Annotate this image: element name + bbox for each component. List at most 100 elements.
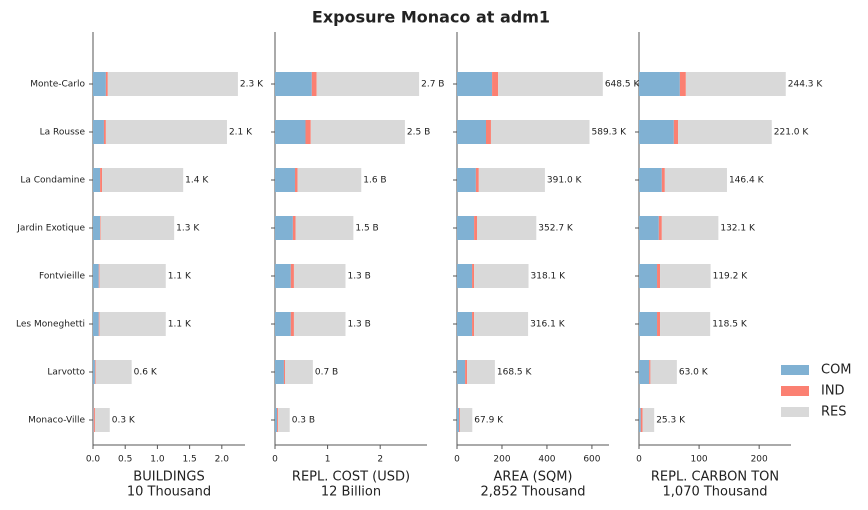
value-label: 1.5 B (355, 224, 378, 234)
bar-segment (107, 72, 238, 96)
x-tick-label: 0.0 (86, 455, 101, 465)
bar-segment (657, 312, 661, 336)
value-label: 589.3 K (592, 128, 628, 138)
value-label: 1.6 B (363, 176, 386, 186)
value-label: 0.3 B (292, 416, 315, 426)
bar-segment (639, 264, 658, 288)
value-label: 244.3 K (788, 80, 824, 90)
x-tick-label: 1.0 (150, 455, 165, 465)
bar-segment (275, 264, 291, 288)
y-tick-label: Fontvieille (39, 272, 85, 282)
bar-segment (295, 216, 354, 240)
bar-segment (93, 216, 101, 240)
value-label: 0.7 B (315, 368, 338, 378)
x-tick-label: 0.5 (118, 455, 132, 465)
bar-segment (642, 408, 655, 432)
x-axis-unit: 12 Billion (321, 485, 381, 500)
bar-segment (283, 360, 285, 384)
bar-segment (284, 360, 313, 384)
x-axis-label: AREA (SQM) (493, 470, 572, 485)
bar-segment (673, 120, 679, 144)
value-label: 1.1 K (168, 320, 192, 330)
bar-segment (275, 72, 312, 96)
bar-segment (93, 408, 94, 432)
bar-segment (678, 120, 772, 144)
bar-segment (490, 120, 590, 144)
y-tick-label: La Condamine (20, 176, 85, 186)
bar-segment (639, 120, 674, 144)
value-label: 63.0 K (679, 368, 709, 378)
x-axis-unit: 2,852 Thousand (481, 485, 586, 500)
bar-segment (660, 264, 711, 288)
x-tick-label: 2.0 (215, 455, 230, 465)
bar-segment (457, 408, 460, 432)
bar-segment (472, 264, 475, 288)
value-label: 132.1 K (720, 224, 756, 234)
x-tick-label: 0 (636, 455, 642, 465)
bar-segment (93, 264, 99, 288)
value-label: 0.6 K (134, 368, 158, 378)
bar-segment (639, 216, 659, 240)
bar-segment (275, 168, 295, 192)
bar-segment (478, 168, 545, 192)
bar-segment (93, 120, 104, 144)
bar-segment (639, 408, 641, 432)
bar-segment (95, 360, 132, 384)
bar-segment (457, 312, 473, 336)
bar-segment (305, 120, 311, 144)
bar-segment (275, 120, 306, 144)
bar-segment (316, 72, 420, 96)
bar-segment (685, 72, 786, 96)
bar-segment (275, 216, 293, 240)
bar-segment (459, 408, 473, 432)
x-tick-label: 0 (272, 455, 278, 465)
value-label: 25.3 K (656, 416, 686, 426)
bar-segment (658, 216, 662, 240)
bar-segment (93, 360, 95, 384)
y-tick-label: Monte-Carlo (30, 80, 85, 90)
bar-segment (465, 360, 468, 384)
bar-segment (278, 408, 290, 432)
bar-segment (277, 408, 279, 432)
x-tick-label: 200 (493, 455, 510, 465)
bar-segment (639, 360, 650, 384)
bar-segment (105, 72, 108, 96)
value-label: 2.3 K (240, 80, 264, 90)
x-tick-label: 200 (751, 455, 768, 465)
x-tick-label: 1 (325, 455, 331, 465)
bar-segment (640, 408, 643, 432)
bar-segment (105, 120, 227, 144)
bar-segment (457, 264, 473, 288)
legend-swatch (781, 365, 809, 375)
bar-segment (93, 312, 99, 336)
y-tick-label: La Rousse (40, 128, 86, 138)
bar-segment (93, 408, 95, 432)
x-tick-label: 0 (454, 455, 460, 465)
bar-segment (100, 216, 101, 240)
legend-swatch (781, 386, 809, 396)
bar-segment (457, 360, 466, 384)
bar-segment (98, 264, 100, 288)
y-tick-label: Monaco-Ville (28, 416, 85, 426)
bar-segment (100, 216, 175, 240)
bar-segment (661, 216, 719, 240)
value-label: 318.1 K (531, 272, 567, 282)
y-tick-label: Larvotto (47, 368, 85, 378)
bar-segment (650, 360, 677, 384)
bar-segment (492, 72, 499, 96)
x-tick-label: 2 (377, 455, 383, 465)
legend-label: RES (821, 405, 847, 420)
bar-segment (457, 120, 487, 144)
bar-segment (498, 72, 603, 96)
value-label: 1.3 B (347, 272, 370, 282)
value-label: 2.7 B (421, 80, 444, 90)
bar-segment (639, 312, 658, 336)
bar-segment (486, 120, 491, 144)
value-label: 1.3 K (176, 224, 200, 234)
bar-segment (472, 312, 475, 336)
x-axis-unit: 1,070 Thousand (663, 485, 768, 500)
bar-segment (99, 312, 166, 336)
y-tick-label: Les Moneghetti (16, 320, 85, 330)
bar-segment (660, 312, 711, 336)
bar-segment (99, 264, 166, 288)
